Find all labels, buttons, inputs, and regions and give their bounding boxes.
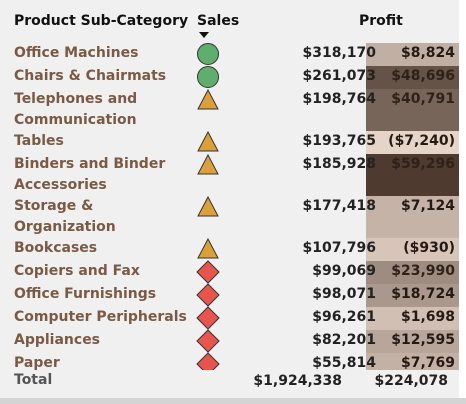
sales-value: $55,814 <box>312 355 376 370</box>
row-label[interactable]: Bookcases <box>14 240 98 256</box>
table-body: $8,824 Office Machines $318,170 $48,696 Chai… <box>0 43 459 370</box>
profit-cell: $40,791 <box>366 89 459 131</box>
row-label[interactable]: Office Machines <box>14 45 139 61</box>
sales-value: $98,071 <box>312 286 376 302</box>
row-label[interactable]: Paper <box>14 355 60 370</box>
profit-value: $8,824 <box>400 45 455 61</box>
scroll-edge <box>459 0 466 404</box>
sales-value: $96,261 <box>312 309 376 325</box>
sales-value: $185,928 <box>302 156 376 172</box>
bottom-scrollbar[interactable] <box>0 398 466 404</box>
total-profit-value: $224,078 <box>374 373 448 389</box>
profit-value: $40,791 <box>391 91 455 107</box>
profit-value: $18,724 <box>391 286 455 302</box>
sales-value: $107,796 <box>302 240 376 256</box>
profit-cell: $59,296 <box>366 154 459 196</box>
row-label[interactable]: Tables <box>14 133 64 149</box>
profit-cell: ($930) <box>366 238 459 261</box>
profit-cell: $12,595 <box>366 330 459 353</box>
header-profit[interactable]: Profit <box>359 13 403 29</box>
profit-value: $12,595 <box>391 332 455 348</box>
profit-value: ($930) <box>403 240 455 256</box>
header-product-sub-category[interactable]: Product Sub-Category <box>14 13 189 29</box>
header-sales[interactable]: Sales <box>197 13 240 29</box>
triangle-mark-icon[interactable] <box>196 237 220 261</box>
profit-value: $7,124 <box>400 198 455 214</box>
profit-cell: $7,124 <box>366 196 459 238</box>
diamond-mark-icon[interactable] <box>196 306 220 330</box>
diamond-mark-icon[interactable] <box>196 283 220 307</box>
diamond-mark-icon[interactable] <box>196 352 220 370</box>
profit-cell: $7,769 <box>366 353 459 370</box>
sales-value: $99,069 <box>312 263 376 279</box>
profit-cell: $48,696 <box>366 66 459 89</box>
profit-value: $59,296 <box>391 156 455 172</box>
profit-value: $1,698 <box>400 309 455 325</box>
profit-value: $7,769 <box>400 355 455 370</box>
profit-cell: $23,990 <box>366 261 459 284</box>
circle-mark-icon[interactable] <box>196 43 220 66</box>
triangle-mark-icon[interactable] <box>196 88 220 112</box>
triangle-mark-icon[interactable] <box>196 195 220 219</box>
profit-value: ($7,240) <box>388 133 455 149</box>
triangle-mark-icon[interactable] <box>196 130 220 154</box>
row-label[interactable]: Office Furnishings <box>14 286 157 302</box>
sales-value: $261,073 <box>302 68 376 84</box>
profit-cell: $1,698 <box>366 307 459 330</box>
diamond-mark-icon[interactable] <box>196 329 220 353</box>
triangle-mark-icon[interactable] <box>196 153 220 177</box>
diamond-mark-icon[interactable] <box>196 260 220 284</box>
row-label[interactable]: Telephones and Communication <box>14 91 138 128</box>
row-label[interactable]: Storage & Organization <box>14 198 116 235</box>
row-label[interactable]: Copiers and Fax <box>14 263 140 279</box>
row-label[interactable]: Appliances <box>14 332 101 348</box>
crosstab-panel: Product Sub-Category Sales Profit $8,824… <box>0 0 459 398</box>
row-label[interactable]: Computer Peripherals <box>14 309 187 325</box>
profit-value: $23,990 <box>391 263 455 279</box>
sales-value: $198,764 <box>302 91 376 107</box>
profit-cell: $18,724 <box>366 284 459 307</box>
profit-value: $48,696 <box>391 68 455 84</box>
sales-value: $177,418 <box>302 198 376 214</box>
profit-cell: $8,824 <box>366 43 459 66</box>
sales-value: $318,170 <box>302 45 376 61</box>
profit-cell: ($7,240) <box>366 131 459 154</box>
circle-mark-icon[interactable] <box>196 65 220 89</box>
row-label[interactable]: Binders and Binder Accessories <box>14 156 166 193</box>
total-sales-value: $1,924,338 <box>253 373 342 389</box>
sales-value: $82,201 <box>312 332 376 348</box>
total-label: Total <box>14 372 53 388</box>
sort-descending-icon[interactable] <box>199 32 209 38</box>
sales-value: $193,765 <box>302 133 376 149</box>
row-label[interactable]: Chairs & Chairmats <box>14 68 167 84</box>
